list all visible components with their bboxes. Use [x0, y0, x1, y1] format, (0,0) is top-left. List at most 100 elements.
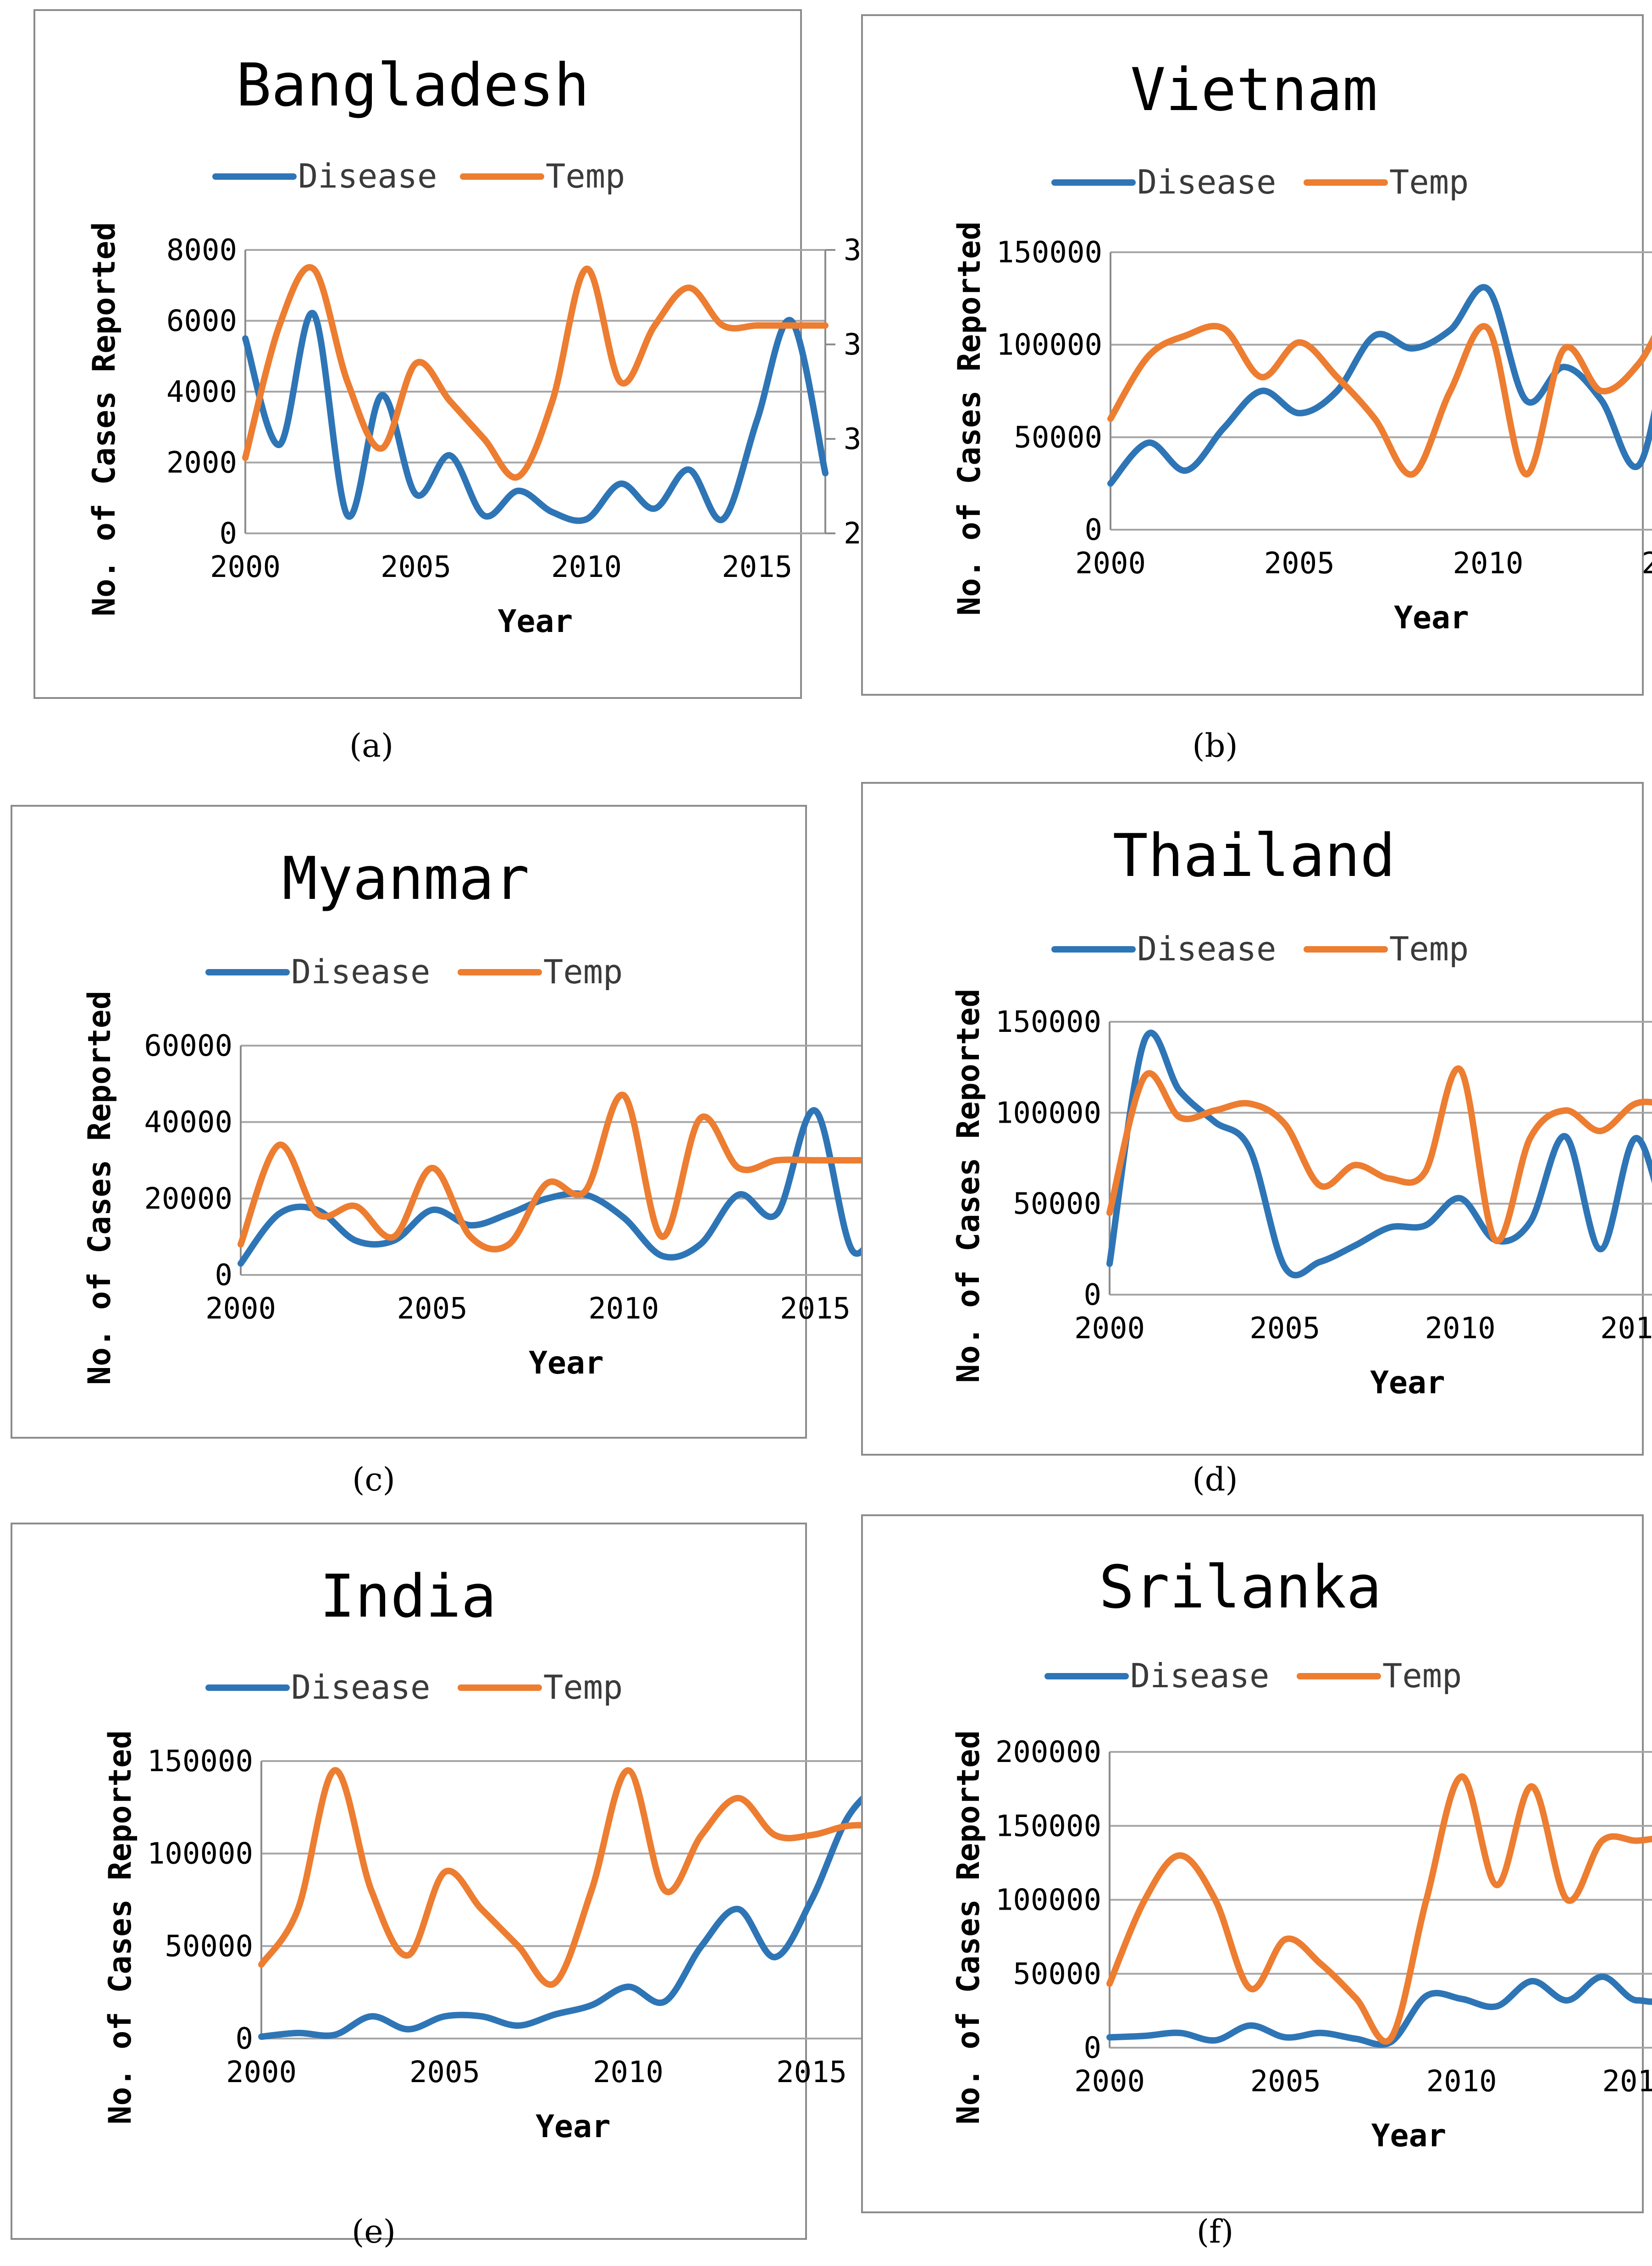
y-tick-label: 40000 — [144, 1106, 232, 1140]
x-axis-label: Year — [1394, 600, 1469, 636]
chart-title: Thailand — [1113, 822, 1396, 890]
x-tick-label: 2000 — [1075, 547, 1146, 581]
y-tick-label: 2000 — [166, 446, 237, 480]
chart-title: Vietnam — [1130, 56, 1377, 124]
x-axis-label: Year — [536, 2109, 611, 2145]
x-tick-label: 2000 — [205, 1292, 276, 1326]
x-tick-label: 2000 — [210, 550, 281, 584]
chart-panel-4: ThailandDiseaseTemp050000100000150000272… — [861, 782, 1652, 1498]
legend-temp-label: Temp — [1389, 930, 1469, 968]
x-tick-label: 2005 — [1249, 1312, 1320, 1346]
chart-title: Bangladesh — [236, 51, 590, 120]
y-tick-label: 8000 — [166, 233, 237, 267]
x-tick-label: 2015 — [780, 1292, 851, 1326]
legend-temp-label: Temp — [1389, 163, 1469, 201]
legend-disease-label: Disease — [1137, 163, 1276, 201]
y-axis-label: No. of Cases Reported — [950, 1730, 987, 2125]
panel-sublabel: (a) — [349, 727, 393, 765]
y-tick-label: 4000 — [166, 375, 237, 409]
y-tick-label: 150000 — [996, 236, 1102, 270]
panel-sublabel: (e) — [352, 2213, 396, 2250]
legend-disease-label: Disease — [1137, 930, 1276, 968]
panel-sublabel: (d) — [1192, 1461, 1238, 1498]
x-tick-label: 2010 — [1453, 547, 1523, 581]
x-axis-label: Year — [529, 1345, 604, 1381]
y-tick-label: 50000 — [1014, 421, 1102, 454]
panel-frame — [861, 782, 1644, 1456]
series-line-disease — [1106, 1973, 1652, 2048]
x-tick-label: 2010 — [1425, 1312, 1496, 1346]
y-tick-label: 100000 — [995, 1884, 1101, 1917]
chart-title: Myanmar — [282, 845, 529, 913]
chart-panel-1: BangladeshDiseaseTemp0200040006000800029… — [33, 9, 984, 765]
y-tick-label: 0 — [1084, 513, 1102, 547]
chart-panel-3: MyanmarDiseaseTemp0200004000060000252627… — [11, 805, 1051, 1498]
x-tick-label: 2000 — [226, 2055, 297, 2089]
legend-temp-label: Temp — [546, 157, 625, 195]
legend-temp-label: Temp — [543, 953, 623, 991]
y-axis-label: No. of Cases Reported — [102, 1730, 138, 2125]
y-tick-label: 0 — [219, 517, 237, 551]
y-axis-label: No. of Cases Reported — [86, 222, 122, 616]
legend-disease-label: Disease — [1130, 1657, 1269, 1695]
chart-title: Srilanka — [1099, 1553, 1382, 1622]
legend-temp-label: Temp — [543, 1668, 623, 1706]
panel-sublabel: (b) — [1192, 727, 1238, 765]
x-tick-label: 2010 — [593, 2055, 663, 2089]
x-tick-label: 2010 — [588, 1292, 659, 1326]
panel-frame — [33, 9, 802, 699]
y-tick-label: 200000 — [995, 1735, 1101, 1769]
x-tick-label: 2010 — [551, 550, 622, 584]
y-tick-label: 0 — [1083, 1278, 1101, 1312]
x-tick-label: 2005 — [1264, 547, 1335, 581]
series-line-temp — [1107, 323, 1652, 478]
y-axis-label: No. of Cases Reported — [82, 991, 118, 1385]
series-line-disease — [1106, 1030, 1652, 1279]
series-line-temp — [242, 264, 829, 481]
x-tick-label: 2015 — [1600, 1312, 1652, 1346]
panel-sublabel: (c) — [352, 1461, 395, 1498]
x-tick-label: 2005 — [381, 550, 451, 584]
legend-disease-label: Disease — [298, 157, 437, 195]
y-tick-label: 60000 — [144, 1029, 232, 1063]
x-tick-label: 2005 — [1250, 2065, 1321, 2099]
y-tick-label: 50000 — [1013, 1187, 1101, 1221]
series-line-disease — [1107, 284, 1652, 487]
x-tick-label: 2005 — [397, 1292, 468, 1326]
panel-frame — [861, 1514, 1644, 2213]
panel-frame — [11, 1523, 807, 2240]
x-tick-label: 2015 — [776, 2055, 847, 2089]
y-tick-label: 100000 — [147, 1837, 253, 1871]
series-line-disease — [238, 1107, 895, 1267]
x-axis-label: Year — [498, 604, 573, 640]
legend-disease-label: Disease — [291, 1668, 430, 1706]
x-tick-label: 2000 — [1074, 1312, 1145, 1346]
x-tick-label: 2000 — [1074, 2065, 1145, 2099]
series-line-temp — [1106, 1773, 1652, 2045]
x-tick-label: 2015 — [722, 550, 792, 584]
series-line-temp — [238, 1091, 895, 1252]
x-tick-label: 2010 — [1426, 2065, 1497, 2099]
y-tick-label: 100000 — [996, 328, 1102, 362]
x-tick-label: 2015 — [1641, 547, 1652, 581]
legend-disease-label: Disease — [291, 953, 430, 991]
series-line-disease — [242, 310, 829, 524]
y-tick-label: 6000 — [166, 305, 237, 338]
series-line-temp — [258, 1767, 888, 1988]
x-tick-label: 2005 — [409, 2055, 480, 2089]
y-tick-label: 20000 — [144, 1182, 232, 1216]
y-axis-label: No. of Cases Reported — [951, 222, 988, 616]
legend-temp-label: Temp — [1382, 1657, 1462, 1695]
y-tick-label: 150000 — [995, 1005, 1101, 1039]
chart-panel-2: VietnamDiseaseTemp05000010000015000023.5… — [861, 14, 1652, 765]
y-tick-label: 50000 — [1013, 1957, 1101, 1991]
panel-sublabel: (f) — [1197, 2213, 1234, 2250]
x-axis-label: Year — [1371, 2118, 1447, 2154]
y-axis-label: No. of Cases Reported — [950, 989, 987, 1383]
y-tick-label: 50000 — [165, 1929, 253, 1963]
x-axis-label: Year — [1370, 1365, 1445, 1401]
y-tick-label: 150000 — [147, 1745, 253, 1778]
chart-panel-6: Srilanka Disease Temp 0 50000 100000 150000 200… — [861, 1514, 1652, 2250]
y-tick-label: 100000 — [995, 1096, 1101, 1130]
